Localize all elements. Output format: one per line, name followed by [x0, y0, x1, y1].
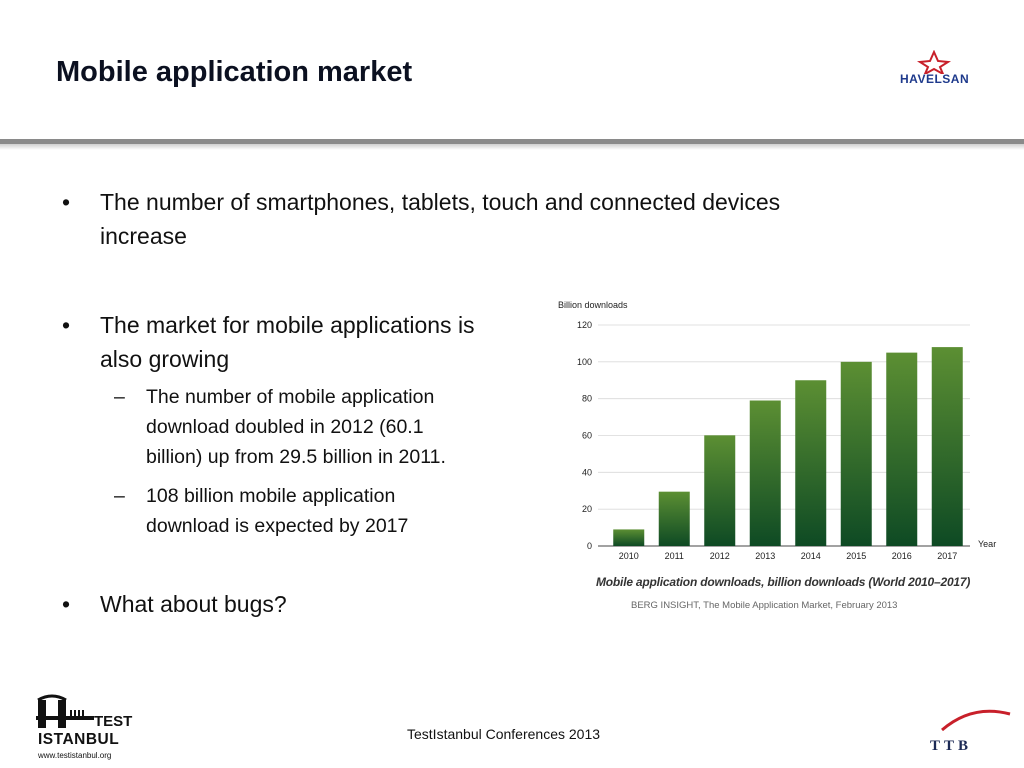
chart-x-tick-label: 2017 [937, 551, 957, 561]
chart-y-tick-label: 100 [577, 357, 592, 367]
chart-x-tick-label: 2012 [710, 551, 730, 561]
footer-text: TestIstanbul Conferences 2013 [407, 726, 601, 742]
chart-y-tick-label: 80 [582, 394, 592, 404]
subbullet-dash: – [114, 485, 125, 507]
ttb-wordmark: TTB [930, 738, 972, 754]
chart-y-tick-label: 120 [577, 320, 592, 330]
chart-bar-2013 [749, 400, 781, 546]
page-title: Mobile application market [56, 56, 413, 88]
title-divider [0, 139, 1024, 144]
downloads-chart-svg: Billion downloads Year 0 20 40 60 80 100 120 20… [558, 300, 996, 561]
chart-x-tick-label: 2011 [665, 551, 684, 561]
title-divider-shadow [0, 144, 1024, 150]
subbullet-line: The number of mobile application [146, 386, 435, 408]
havelsan-wordmark: HAVELSAN [900, 72, 970, 86]
bullet-text-line2: increase [100, 223, 187, 249]
chart-x-tick-label: 2016 [892, 551, 912, 561]
title-bar: Mobile application market [0, 0, 1024, 140]
chart-title: Mobile application downloads, billion do… [596, 575, 971, 589]
ttb-logo: TTB [922, 708, 1014, 760]
subbullet-line: download doubled in 2012 (60.1 [146, 416, 424, 438]
chart-x-tick-label: 2015 [846, 551, 866, 561]
bullet-dot: • [62, 591, 71, 617]
chart-y-tick-label: 60 [582, 431, 592, 441]
logo-url: www.testistanbul.org [37, 751, 111, 760]
subbullet-line: 108 billion mobile application [146, 485, 396, 507]
havelsan-star-icon [916, 49, 952, 77]
bullet-dot: • [62, 312, 71, 338]
downloads-chart: Billion downloads Year 0 20 40 60 80 100 120 20… [550, 292, 1010, 602]
subbullet-dash: – [114, 386, 125, 408]
bullet-text-line2: also growing [100, 346, 230, 372]
bullet-dot: • [62, 189, 71, 215]
chart-bar-2016 [886, 352, 918, 546]
bullet-text-line1: What about bugs? [100, 591, 287, 617]
bridge-icon: TEST ISTANBUL www.testistanbul.org [36, 694, 132, 760]
bullet-text-line1: The market for mobile applications is [100, 312, 475, 338]
chart-ylabel: Billion downloads [558, 300, 628, 310]
chart-bar-2011 [658, 491, 690, 546]
chart-bar-2012 [704, 435, 736, 546]
chart-source: BERG INSIGHT, The Mobile Application Mar… [631, 600, 898, 611]
chart-bar-2015 [840, 361, 872, 546]
bullet-text-line1: The number of smartphones, tablets, touc… [100, 189, 781, 215]
subbullet-line: billion) up from 29.5 billion in 2011. [146, 446, 446, 468]
ttb-swoosh-icon: TTB [930, 709, 1011, 754]
bullet-devices: • The number of smartphones, tablets, to… [62, 185, 920, 253]
logo-test-word: TEST [94, 713, 132, 730]
bullet-bugs: • What about bugs? [62, 587, 500, 621]
bullet-market: • The market for mobile applications is … [62, 308, 540, 376]
chart-xlabel: Year [978, 539, 996, 549]
chart-y-tick-label: 20 [582, 504, 592, 514]
subbullet-line: download is expected by 2017 [146, 515, 409, 537]
chart-bar-2014 [795, 380, 827, 546]
subbullet-expected-2017: – 108 billion mobile application downloa… [114, 481, 546, 541]
logo-istanbul-word: ISTANBUL [38, 731, 119, 748]
chart-bar-2010 [613, 529, 645, 546]
chart-x-tick-label: 2013 [755, 551, 775, 561]
havelsan-logo: HAVELSAN [898, 49, 970, 90]
chart-x-tick-label: 2014 [801, 551, 821, 561]
chart-x-tick-label: 2010 [619, 551, 639, 561]
subbullet-downloads-doubled: – The number of mobile application downl… [114, 382, 546, 472]
chart-y-tick-label: 0 [587, 541, 592, 551]
testistanbul-logo: TEST ISTANBUL www.testistanbul.org [36, 694, 140, 764]
chart-bar-2017 [931, 347, 963, 546]
chart-y-tick-label: 40 [582, 467, 592, 477]
